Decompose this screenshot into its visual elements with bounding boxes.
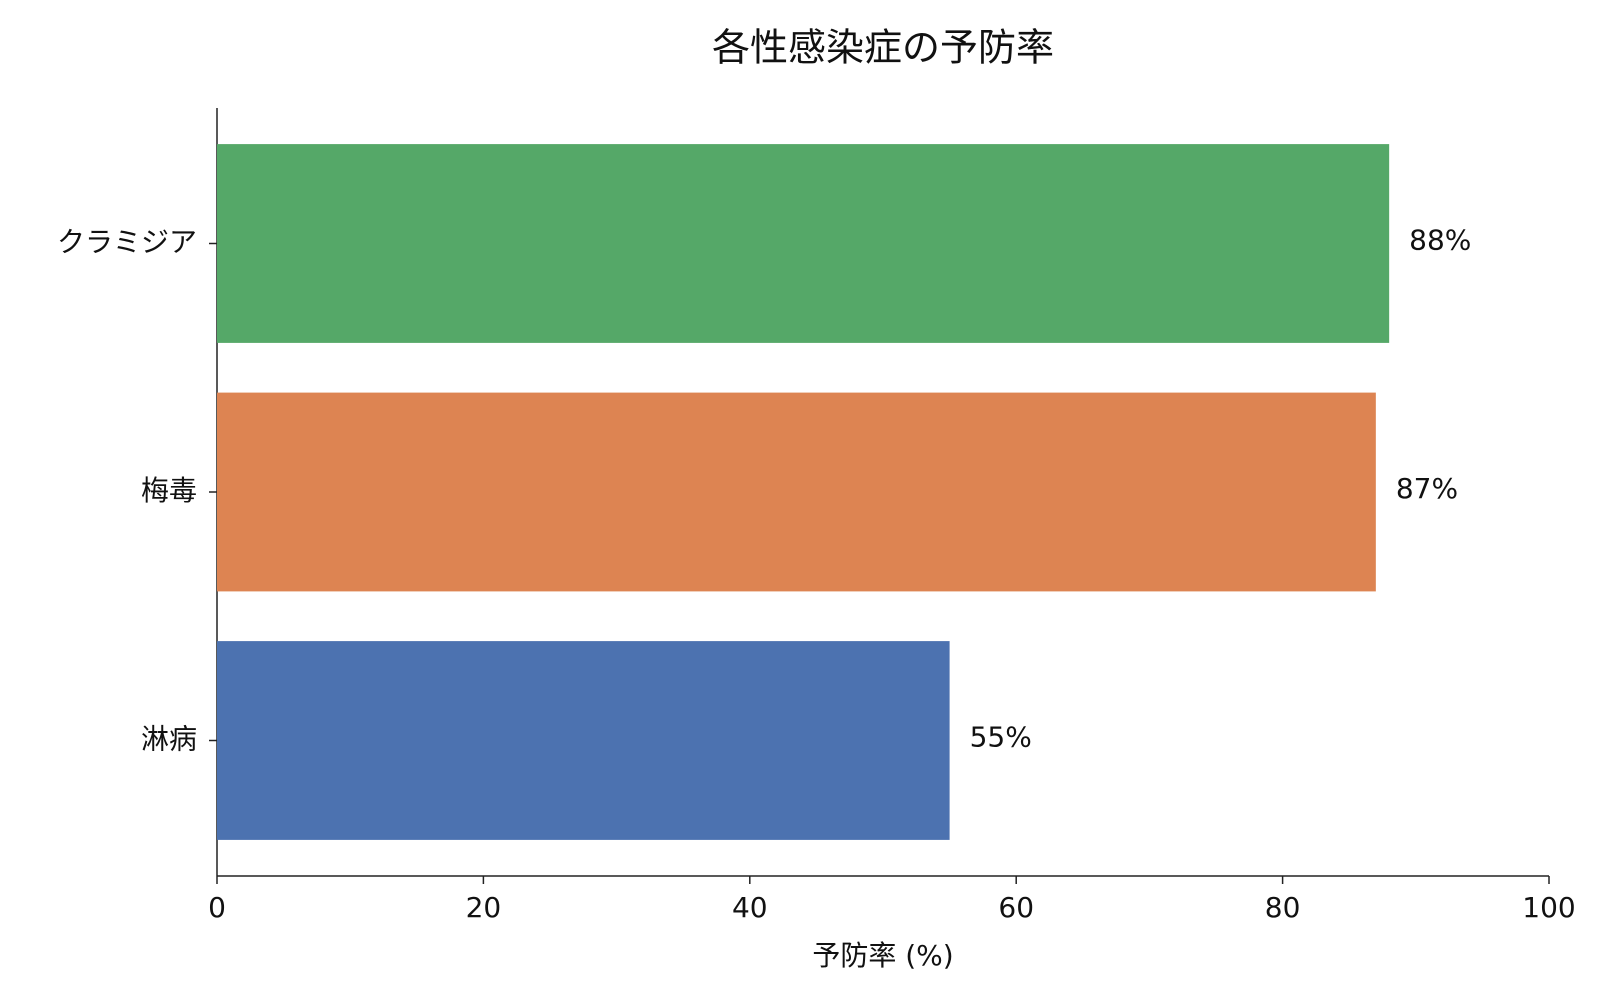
value-label: 55% <box>970 721 1032 754</box>
y-tick-label: クラミジア <box>57 226 197 259</box>
x-tick-label: 0 <box>208 891 226 924</box>
x-tick-label: 100 <box>1522 891 1575 924</box>
bar <box>217 144 1390 343</box>
value-label: 88% <box>1409 224 1471 257</box>
y-tick-label: 淋病 <box>141 723 197 756</box>
x-tick-label: 40 <box>732 891 768 924</box>
y-tick-label: 梅毒 <box>141 474 197 507</box>
chart-title: 各性感染症の予防率 <box>712 26 1054 70</box>
x-tick-label: 60 <box>998 891 1034 924</box>
x-tick-label: 20 <box>466 891 502 924</box>
bar <box>217 392 1376 592</box>
x-axis-label: 予防率 (%) <box>812 939 953 972</box>
x-tick-label: 80 <box>1265 891 1301 924</box>
value-label: 87% <box>1396 472 1458 505</box>
bar <box>217 641 950 840</box>
